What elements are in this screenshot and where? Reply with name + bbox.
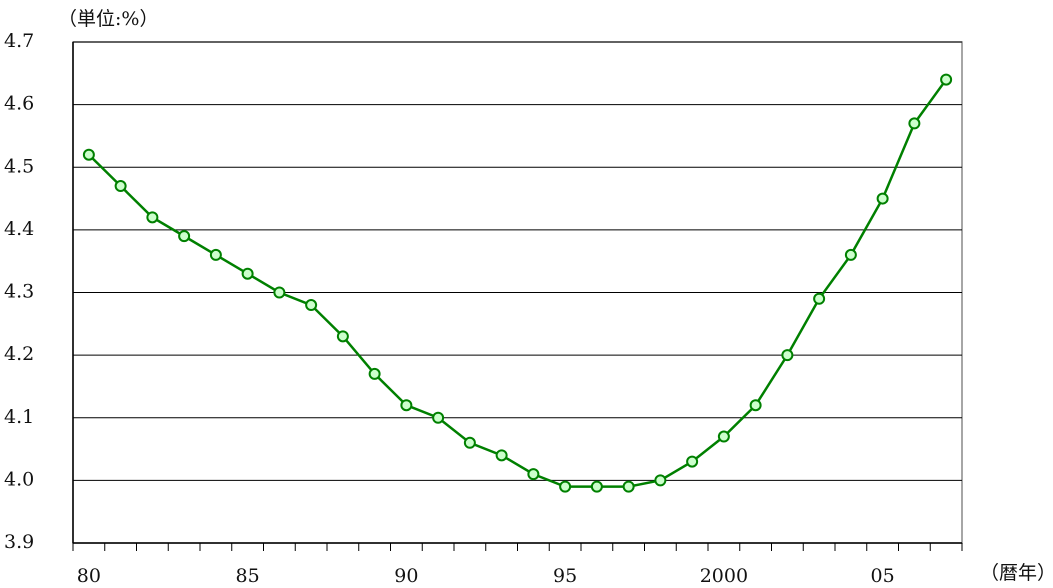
marker (908, 117, 921, 130)
y-axis-label: （単位:%） (58, 8, 158, 30)
marker (336, 330, 349, 343)
marker (781, 349, 794, 362)
marker (559, 480, 572, 493)
marker (463, 436, 476, 449)
marker (400, 399, 413, 412)
marker (178, 230, 191, 243)
x-axis-label: （暦年） (980, 562, 1053, 584)
x-tick-label: 85 (236, 565, 260, 587)
marker (209, 248, 222, 261)
marker (686, 455, 699, 468)
marker (590, 480, 603, 493)
marker (146, 211, 159, 224)
x-tick-label: 2000 (700, 565, 748, 587)
x-tick-label: 90 (394, 565, 418, 587)
marker (114, 180, 127, 193)
marker (82, 148, 95, 161)
marker (495, 449, 508, 462)
marker (844, 248, 857, 261)
y-tick-label: 4.5 (4, 155, 34, 177)
marker (368, 367, 381, 380)
marker (432, 411, 445, 424)
marker (876, 192, 889, 205)
x-tick-label: 95 (553, 565, 577, 587)
y-tick-label: 4.1 (4, 406, 34, 428)
marker (813, 292, 826, 305)
marker (622, 480, 635, 493)
marker (654, 474, 667, 487)
x-tick-label: 80 (77, 565, 101, 587)
y-tick-label: 4.4 (4, 218, 34, 240)
y-tick-label: 4.0 (4, 468, 34, 490)
marker (749, 399, 762, 412)
y-tick-label: 4.7 (4, 30, 34, 52)
marker (305, 299, 318, 312)
marker (527, 468, 540, 481)
y-tick-label: 3.9 (4, 531, 34, 553)
line (87, 78, 948, 488)
marker (273, 286, 286, 299)
y-tick-label: 4.3 (4, 281, 34, 303)
marker (940, 73, 953, 86)
marker (241, 267, 254, 280)
marker (717, 430, 730, 443)
y-tick-label: 4.6 (4, 93, 34, 115)
y-tick-label: 4.2 (4, 343, 34, 365)
x-tick-label: 05 (871, 565, 895, 587)
